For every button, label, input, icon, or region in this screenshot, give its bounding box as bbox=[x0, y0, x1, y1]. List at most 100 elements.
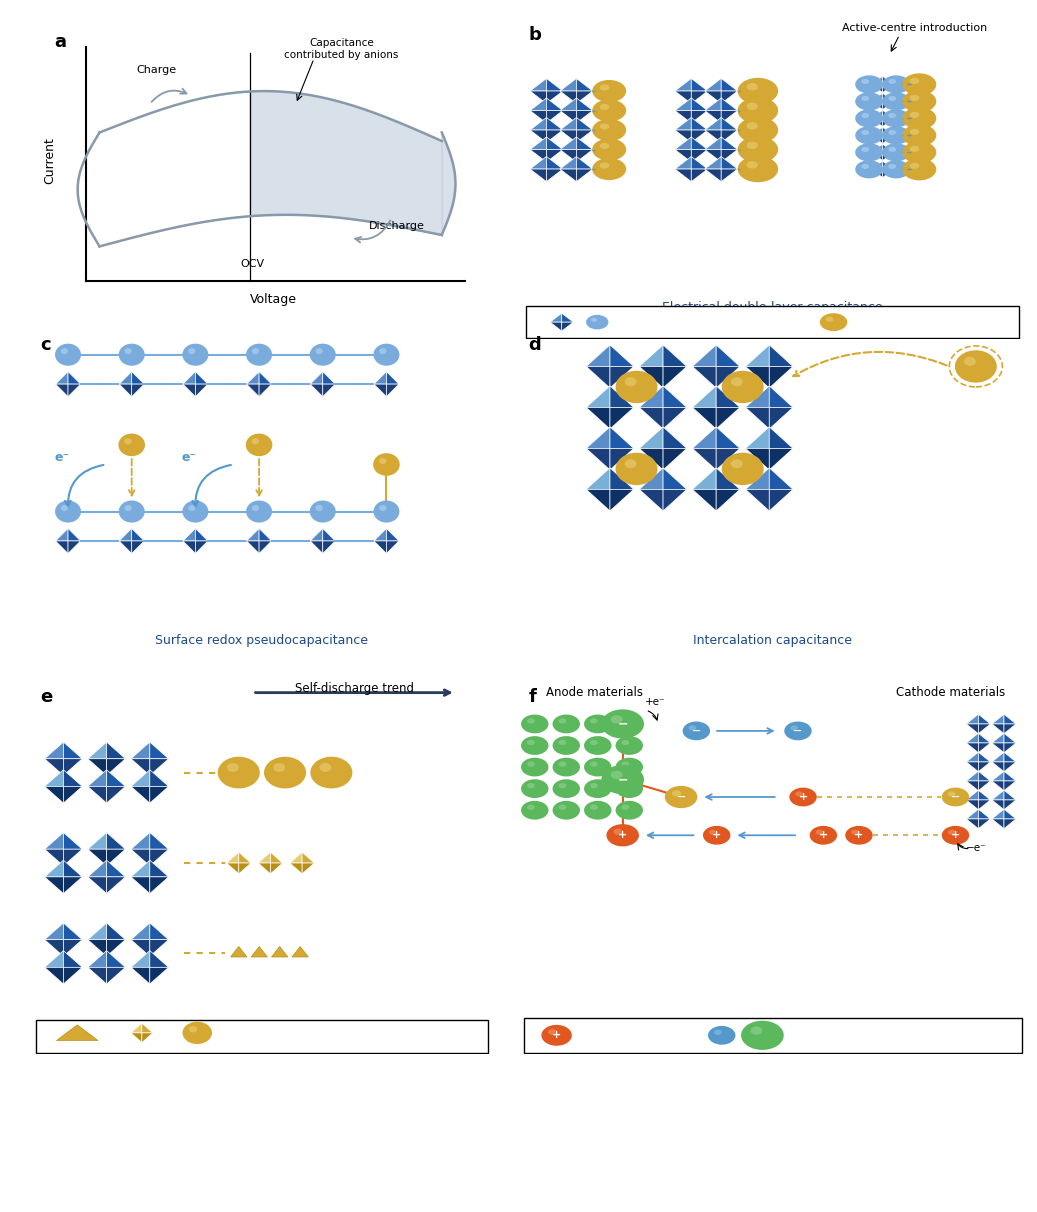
Polygon shape bbox=[131, 924, 149, 939]
Polygon shape bbox=[63, 759, 82, 776]
Circle shape bbox=[737, 97, 778, 124]
Circle shape bbox=[592, 138, 626, 161]
Circle shape bbox=[747, 161, 758, 168]
Polygon shape bbox=[45, 787, 63, 804]
Circle shape bbox=[909, 78, 920, 84]
Circle shape bbox=[315, 505, 323, 511]
Polygon shape bbox=[882, 144, 893, 153]
Circle shape bbox=[55, 501, 81, 522]
Polygon shape bbox=[546, 79, 563, 91]
Text: Voltage: Voltage bbox=[250, 293, 297, 307]
Polygon shape bbox=[183, 384, 195, 396]
Polygon shape bbox=[45, 770, 63, 787]
Polygon shape bbox=[562, 313, 573, 322]
Polygon shape bbox=[872, 102, 882, 109]
Circle shape bbox=[188, 505, 195, 511]
Text: Different anions: Different anions bbox=[220, 1027, 315, 1040]
Polygon shape bbox=[693, 385, 717, 407]
Circle shape bbox=[380, 348, 387, 354]
Polygon shape bbox=[88, 787, 107, 804]
Polygon shape bbox=[195, 384, 208, 396]
Polygon shape bbox=[663, 385, 686, 407]
Text: Charge: Charge bbox=[136, 64, 176, 75]
Polygon shape bbox=[374, 528, 387, 541]
Polygon shape bbox=[746, 490, 769, 511]
Polygon shape bbox=[991, 743, 1004, 753]
Polygon shape bbox=[546, 168, 563, 182]
Polygon shape bbox=[183, 541, 195, 554]
Polygon shape bbox=[195, 541, 208, 554]
Polygon shape bbox=[247, 372, 259, 384]
Polygon shape bbox=[577, 156, 593, 168]
Polygon shape bbox=[746, 366, 769, 388]
Circle shape bbox=[882, 92, 910, 110]
Polygon shape bbox=[132, 384, 144, 396]
Polygon shape bbox=[991, 790, 1004, 800]
Polygon shape bbox=[746, 385, 769, 407]
Circle shape bbox=[319, 764, 332, 772]
Text: +: + bbox=[712, 830, 722, 840]
Polygon shape bbox=[991, 714, 1004, 724]
Text: +: + bbox=[854, 830, 864, 840]
Text: Active-centre introduction: Active-centre introduction bbox=[842, 23, 987, 33]
Polygon shape bbox=[530, 137, 546, 149]
Polygon shape bbox=[663, 468, 686, 490]
Circle shape bbox=[862, 147, 869, 152]
Polygon shape bbox=[586, 366, 610, 388]
Circle shape bbox=[751, 1027, 762, 1035]
Polygon shape bbox=[560, 98, 577, 110]
Text: −: − bbox=[793, 726, 803, 736]
Circle shape bbox=[708, 1025, 735, 1045]
Polygon shape bbox=[560, 130, 577, 143]
Circle shape bbox=[862, 130, 869, 135]
Polygon shape bbox=[119, 541, 132, 554]
Polygon shape bbox=[131, 787, 149, 804]
Polygon shape bbox=[966, 743, 978, 753]
Circle shape bbox=[851, 830, 859, 835]
Polygon shape bbox=[639, 345, 663, 366]
Circle shape bbox=[889, 164, 896, 168]
Polygon shape bbox=[966, 800, 978, 810]
Circle shape bbox=[862, 113, 869, 118]
Polygon shape bbox=[258, 863, 271, 874]
Polygon shape bbox=[692, 156, 707, 168]
Polygon shape bbox=[387, 372, 399, 384]
Polygon shape bbox=[705, 149, 721, 162]
Polygon shape bbox=[978, 743, 990, 753]
Polygon shape bbox=[991, 781, 1004, 790]
Polygon shape bbox=[966, 724, 978, 733]
Polygon shape bbox=[119, 528, 132, 541]
Polygon shape bbox=[132, 541, 144, 554]
Circle shape bbox=[902, 91, 936, 113]
Circle shape bbox=[665, 785, 697, 808]
Polygon shape bbox=[721, 156, 737, 168]
Circle shape bbox=[790, 725, 798, 731]
Circle shape bbox=[379, 458, 387, 464]
Circle shape bbox=[689, 725, 697, 731]
Circle shape bbox=[183, 1022, 212, 1044]
Polygon shape bbox=[55, 384, 68, 396]
Text: −: − bbox=[692, 726, 701, 736]
Polygon shape bbox=[45, 939, 63, 956]
Circle shape bbox=[527, 805, 535, 810]
Circle shape bbox=[61, 348, 68, 354]
Polygon shape bbox=[978, 790, 990, 800]
Polygon shape bbox=[271, 852, 283, 863]
Text: Current: Current bbox=[43, 137, 56, 184]
Circle shape bbox=[124, 438, 132, 445]
Circle shape bbox=[955, 350, 997, 383]
Circle shape bbox=[621, 761, 629, 767]
Polygon shape bbox=[323, 541, 335, 554]
Polygon shape bbox=[530, 79, 546, 91]
Circle shape bbox=[856, 126, 884, 144]
Polygon shape bbox=[882, 119, 893, 126]
Text: +: + bbox=[798, 791, 808, 802]
Circle shape bbox=[862, 79, 869, 84]
Polygon shape bbox=[882, 170, 893, 177]
Text: +: + bbox=[951, 830, 960, 840]
Circle shape bbox=[714, 1030, 722, 1035]
Polygon shape bbox=[966, 781, 978, 790]
Polygon shape bbox=[717, 345, 740, 366]
Circle shape bbox=[682, 721, 710, 741]
Circle shape bbox=[553, 779, 580, 797]
